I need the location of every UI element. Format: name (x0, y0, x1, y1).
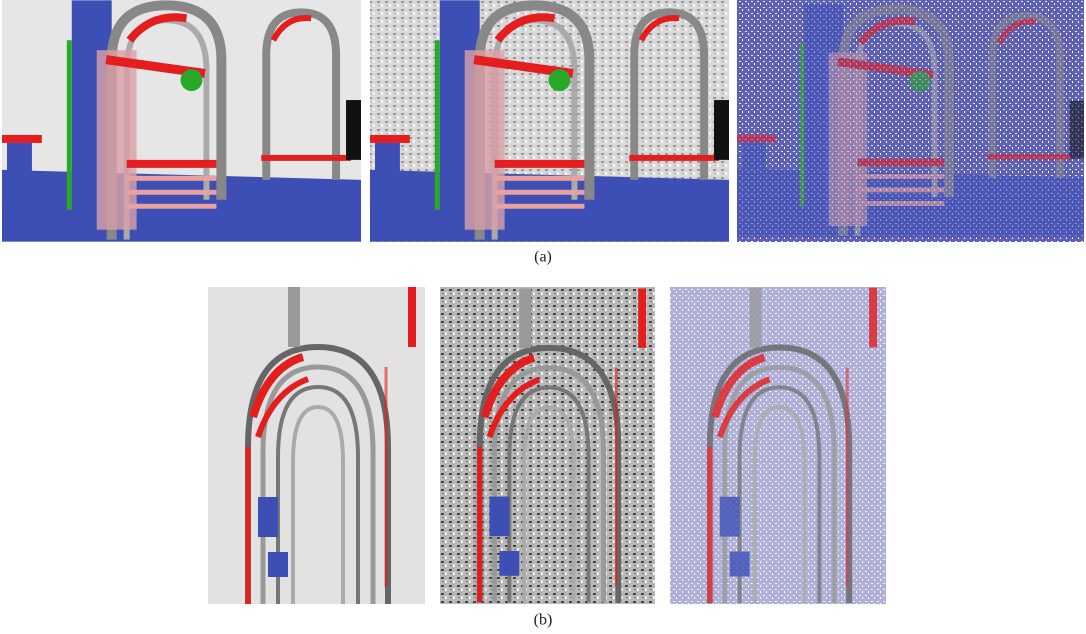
panel-b3-tint (670, 287, 886, 604)
panel-b1 (208, 287, 425, 604)
caption: (a) (534, 249, 552, 266)
figure: (a) (b) (0, 0, 1086, 634)
caption: (b) (534, 612, 553, 629)
panel-b2 (440, 287, 655, 604)
